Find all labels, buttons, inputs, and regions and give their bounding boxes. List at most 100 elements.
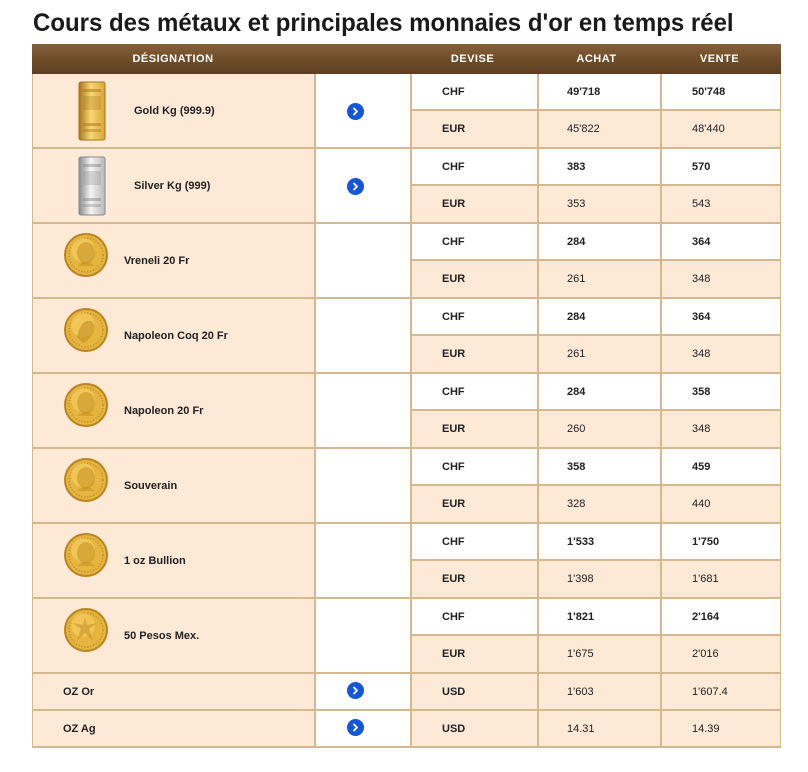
sell-price: 14.39 (692, 722, 720, 735)
sell-price: 48'440 (692, 123, 725, 135)
link-cell (314, 74, 410, 147)
chevron-right-icon (353, 182, 358, 191)
buy-price: 260 (567, 423, 586, 435)
product-row: Silver Kg (999) CHF 383 570 EUR 353 543 (32, 149, 781, 224)
currency-code: CHF (442, 610, 465, 623)
currency-code: CHF (442, 310, 465, 323)
buy-price: 358 (567, 460, 586, 473)
product-name: Souverain (124, 479, 178, 492)
header-achat: ACHAT (576, 53, 617, 65)
price-table: DÉSIGNATION DEVISE ACHAT VENTE Gold Kg (… (32, 44, 781, 748)
details-button[interactable] (347, 178, 364, 195)
quote-row: CHF 284 364 (412, 224, 780, 261)
sell-price: 348 (692, 423, 711, 435)
currency-code: EUR (442, 423, 466, 435)
link-cell (314, 149, 410, 222)
sell-price: 2'016 (692, 648, 719, 660)
napoleon-coin-icon (64, 383, 108, 427)
currency-code: USD (442, 685, 466, 698)
column-divider (537, 711, 539, 746)
chevron-right-icon (353, 686, 358, 695)
buy-price: 284 (567, 385, 586, 398)
product-name: Napoleon Coq 20 Fr (124, 329, 228, 342)
link-cell (314, 224, 410, 297)
currency-code: EUR (442, 498, 466, 510)
link-cell (314, 711, 410, 746)
sell-price: 543 (692, 198, 711, 210)
product-row: Vreneli 20 Fr CHF 284 364 EUR 261 348 (32, 224, 781, 299)
sell-price: 348 (692, 348, 711, 360)
column-divider (537, 599, 539, 672)
buy-price: 14.31 (567, 722, 595, 735)
product-row: 1 oz Bullion CHF 1'533 1'750 EUR 1'398 1'681 (32, 524, 781, 599)
quote-row: CHF 49'718 50'748 (412, 74, 780, 111)
quote-row: EUR 1'398 1'681 (412, 561, 780, 597)
product-row: 50 Pesos Mex. CHF 1'821 2'164 EUR 1'675 2'016 (32, 599, 781, 674)
buy-price: 1'821 (567, 610, 595, 623)
quote-row: EUR 261 348 (412, 336, 780, 372)
link-cell (314, 599, 410, 672)
details-button[interactable] (347, 682, 364, 699)
product-cell: 50 Pesos Mex. (32, 599, 314, 672)
gold-bar-icon (78, 81, 106, 141)
column-divider (660, 674, 662, 709)
product-row: Gold Kg (999.9) CHF 49'718 50'748 EUR 45'822 4… (32, 74, 781, 149)
details-button[interactable] (347, 719, 364, 736)
buy-price: 284 (567, 310, 586, 323)
link-cell (314, 449, 410, 522)
buy-price: 1'603 (567, 685, 594, 698)
sell-price: 1'607.4 (692, 685, 728, 698)
column-divider (660, 449, 662, 522)
page-title: Cours des métaux et principales monnaies… (33, 9, 734, 37)
currency-code: CHF (442, 85, 465, 98)
quote-row: CHF 284 364 (412, 299, 780, 336)
details-button[interactable] (347, 103, 364, 120)
quotes-cell: CHF 1'533 1'750 EUR 1'398 1'681 (410, 524, 781, 597)
product-name: Vreneli 20 Fr (124, 254, 190, 267)
quote-row: CHF 358 459 (412, 449, 780, 486)
sell-price: 364 (692, 235, 711, 248)
column-divider (660, 299, 662, 372)
link-cell (314, 374, 410, 447)
column-divider (660, 74, 662, 147)
column-divider (537, 149, 539, 222)
currency-code: USD (442, 722, 466, 735)
product-name: Silver Kg (999) (134, 179, 211, 192)
quote-row: EUR 45'822 48'440 (412, 111, 780, 147)
sell-price: 1'681 (692, 573, 719, 585)
product-row: Napoleon 20 Fr CHF 284 358 EUR 260 348 (32, 374, 781, 449)
column-divider (537, 449, 539, 522)
chevron-right-icon (353, 107, 358, 116)
buy-price: 353 (567, 198, 586, 210)
product-name: OZ Or (63, 685, 95, 698)
buy-price: 1'398 (567, 573, 594, 585)
sell-price: 459 (692, 460, 711, 473)
quote-row: CHF 1'533 1'750 (412, 524, 780, 561)
sell-price: 364 (692, 310, 711, 323)
currency-code: EUR (442, 348, 466, 360)
column-divider (660, 599, 662, 672)
product-cell: Souverain (32, 449, 314, 522)
product-name: Napoleon 20 Fr (124, 404, 204, 417)
quotes-cell: CHF 49'718 50'748 EUR 45'822 48'440 (410, 74, 781, 147)
quotes-cell: CHF 358 459 EUR 328 440 (410, 449, 781, 522)
product-cell: Vreneli 20 Fr (32, 224, 314, 297)
currency-code: CHF (442, 385, 465, 398)
quote-row: EUR 328 440 (412, 486, 780, 522)
column-divider (660, 711, 662, 746)
quotes-cell: CHF 284 364 EUR 261 348 (410, 224, 781, 297)
buy-price: 383 (567, 160, 586, 173)
product-cell: OZ Ag (32, 711, 314, 746)
column-divider (660, 374, 662, 447)
column-divider (660, 524, 662, 597)
product-cell: 1 oz Bullion (32, 524, 314, 597)
column-divider (537, 674, 539, 709)
product-name: 1 oz Bullion (124, 554, 186, 567)
currency-code: EUR (442, 573, 466, 585)
quote-row: CHF 383 570 (412, 149, 780, 186)
buy-price: 261 (567, 273, 586, 285)
currency-code: CHF (442, 160, 465, 173)
product-name: Gold Kg (999.9) (134, 104, 215, 117)
sell-price: 1'750 (692, 535, 720, 548)
currency-code: EUR (442, 123, 466, 135)
